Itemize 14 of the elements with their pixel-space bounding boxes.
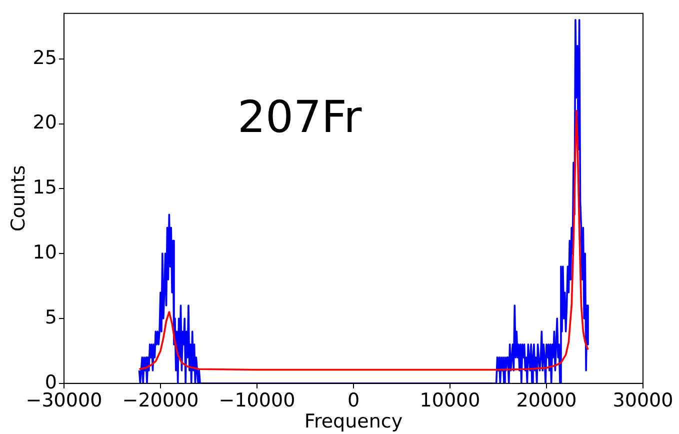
y-tick-label: 20 (32, 112, 57, 134)
x-tick-label: −10000 (218, 390, 296, 412)
y-tick-label: 25 (32, 46, 57, 69)
x-tick-label: 10000 (420, 390, 480, 412)
x-tick-label: 20000 (516, 390, 577, 412)
x-tick-label: −20000 (122, 390, 199, 412)
annotation: 207Fr (238, 92, 363, 144)
x-tick-label: 30000 (612, 390, 674, 412)
x-tick-label: 0 (347, 390, 360, 412)
x-axis-title: Frequency (304, 410, 403, 433)
y-tick-label: 15 (32, 176, 57, 199)
y-axis-title: Counts (7, 165, 30, 232)
y-tick-label: 5 (44, 306, 57, 328)
y-tick-label: 10 (32, 242, 57, 264)
